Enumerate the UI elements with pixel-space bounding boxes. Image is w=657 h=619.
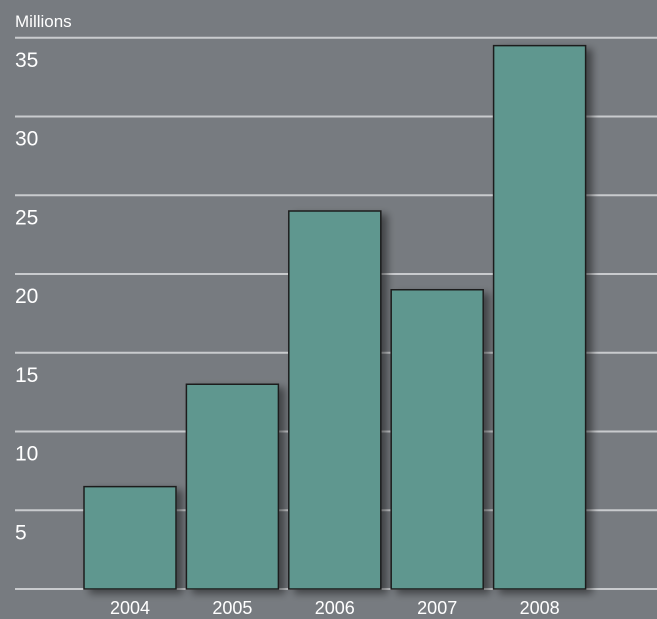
unit-label: Millions bbox=[15, 12, 72, 31]
y-tick-label: 30 bbox=[15, 128, 38, 151]
y-tick-label: 25 bbox=[15, 206, 38, 229]
y-axis-ticks: 5 10 15 20 25 30 35 bbox=[15, 49, 38, 545]
x-axis-ticks: 2004 2005 2006 2007 2008 bbox=[110, 598, 560, 618]
y-tick-label: 5 bbox=[15, 521, 27, 544]
bar-2006 bbox=[288, 210, 382, 590]
bar-2008 bbox=[492, 44, 587, 590]
bar-2004 bbox=[83, 485, 177, 590]
bars bbox=[83, 44, 587, 590]
bar-2007 bbox=[390, 289, 484, 590]
x-tick-label: 2004 bbox=[110, 598, 150, 618]
y-tick-label: 10 bbox=[15, 443, 38, 466]
y-tick-label: 15 bbox=[15, 364, 38, 387]
x-tick-label: 2008 bbox=[520, 598, 560, 618]
y-tick-label: 35 bbox=[15, 49, 38, 72]
x-tick-label: 2007 bbox=[417, 598, 457, 618]
bar-2005 bbox=[185, 383, 280, 590]
x-tick-label: 2005 bbox=[212, 598, 252, 618]
x-tick-label: 2006 bbox=[315, 598, 355, 618]
y-tick-label: 20 bbox=[15, 285, 38, 308]
